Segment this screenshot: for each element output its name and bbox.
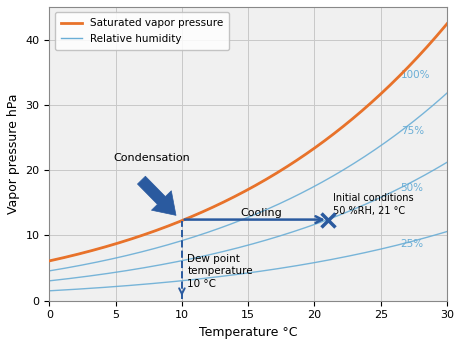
Text: 25%: 25% bbox=[401, 239, 424, 249]
Text: 75%: 75% bbox=[401, 126, 424, 136]
Text: Dew point
temperature
10 °C: Dew point temperature 10 °C bbox=[187, 254, 253, 289]
Text: Condensation: Condensation bbox=[113, 153, 190, 163]
X-axis label: Temperature °C: Temperature °C bbox=[199, 326, 297, 339]
Text: 100%: 100% bbox=[401, 70, 430, 80]
Text: Initial conditions
50 %RH, 21 °C: Initial conditions 50 %RH, 21 °C bbox=[333, 193, 414, 216]
Legend: Saturated vapor pressure, Relative humidity: Saturated vapor pressure, Relative humid… bbox=[54, 12, 230, 50]
Y-axis label: Vapor pressure hPa: Vapor pressure hPa bbox=[7, 94, 20, 214]
Text: 50%: 50% bbox=[401, 183, 424, 193]
Text: Cooling: Cooling bbox=[241, 208, 282, 218]
